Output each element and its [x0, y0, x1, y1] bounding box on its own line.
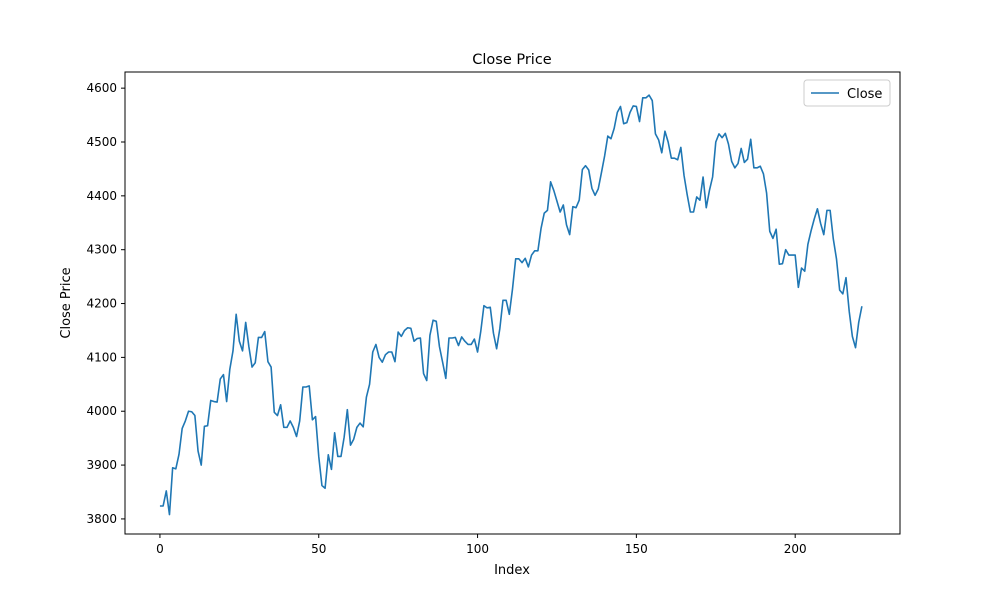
legend-box [803, 79, 891, 107]
x-tick-label: 0 [156, 542, 164, 556]
legend: Close [803, 79, 891, 107]
y-tick-label: 4300 [86, 243, 117, 257]
x-tick-label: 200 [784, 542, 807, 556]
x-tick-label: 50 [311, 542, 326, 556]
x-tick-label: 150 [625, 542, 648, 556]
chart-title: Close Price [472, 52, 552, 68]
y-tick-label: 4200 [86, 297, 117, 311]
y-tick-label: 4400 [86, 189, 117, 203]
series-layer [159, 94, 863, 516]
y-tick-label: 3900 [86, 458, 117, 472]
plot-area [124, 71, 901, 535]
y-tick-label: 4500 [86, 135, 117, 149]
y-axis-ticks: 3800 3900 4000 4100 4200 4300 4400 4500 4600 [86, 81, 125, 526]
y-tick-label: 4100 [86, 350, 117, 364]
y-tick-label: 4000 [86, 404, 117, 418]
x-tick-label: 100 [466, 542, 489, 556]
y-tick-label: 4600 [86, 81, 117, 95]
x-axis-label: Index [494, 563, 530, 578]
x-axis-ticks: 0 50 100 150 200 [156, 534, 807, 556]
y-axis-label: Close Price [59, 267, 74, 338]
legend-label: Close [847, 87, 882, 102]
series-line-close [159, 94, 863, 516]
y-tick-label: 3800 [86, 512, 117, 526]
